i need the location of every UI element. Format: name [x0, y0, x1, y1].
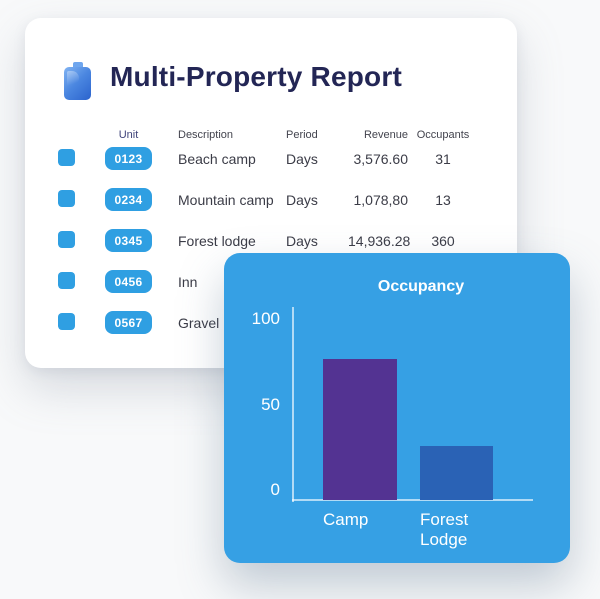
clipboard-icon — [64, 62, 91, 100]
occupancy-chart-card: Occupancy 0 50 100 Camp Forest Lodge — [224, 253, 570, 563]
column-header-period: Period — [286, 129, 318, 141]
table-row: + 0567 Gravel — [54, 302, 484, 343]
x-tick-label: Forest Lodge — [420, 510, 469, 549]
table-body: + 0123 Beach camp Days 3,576.60 31 + — [54, 138, 484, 343]
column-header-occupants: Occupants — [416, 129, 470, 141]
occupants-cell: 31 — [435, 150, 451, 167]
unit-badge[interactable]: 0123 — [105, 147, 152, 170]
column-header-description: Description — [178, 129, 234, 141]
report-header: Multi-Property Report — [64, 58, 402, 100]
add-row-button[interactable]: + — [54, 312, 75, 337]
unit-badge[interactable]: 0345 — [105, 229, 152, 252]
add-row-button[interactable]: + — [54, 148, 75, 173]
revenue-cell: 3,576.60 — [353, 150, 409, 167]
description-cell: Gravel — [178, 314, 220, 331]
add-row-button[interactable]: + — [54, 271, 75, 296]
table-header-row: Unit Description Period Revenue Occupant… — [58, 124, 484, 146]
table-row: + 0234 Mountain camp Days 1,078,80 13 — [54, 179, 484, 220]
description-cell: Forest lodge — [178, 232, 256, 249]
bar-camp — [323, 359, 397, 500]
y-axis-line — [292, 307, 294, 502]
plus-icon: + — [54, 322, 62, 338]
unit-badge[interactable]: 0456 — [105, 270, 152, 293]
description-cell: Mountain camp — [178, 191, 274, 208]
plus-icon: + — [54, 281, 62, 297]
y-tick-label: 0 — [270, 480, 280, 499]
table-row: + 0456 Inn — [54, 261, 484, 302]
bar-forest-lodge — [420, 446, 493, 500]
plus-icon: + — [54, 240, 62, 256]
occupants-cell: 13 — [435, 191, 451, 208]
plus-icon: + — [54, 158, 62, 174]
occupants-cell: 360 — [431, 232, 455, 249]
y-tick-label: 50 — [261, 394, 280, 414]
description-cell: Beach camp — [178, 150, 256, 167]
report-title: Multi-Property Report — [110, 60, 402, 92]
revenue-cell: 1,078,80 — [353, 191, 409, 208]
period-cell: Days — [286, 191, 318, 208]
period-cell: Days — [286, 150, 318, 167]
chart-title: Occupancy — [377, 278, 465, 295]
column-header-revenue: Revenue — [363, 129, 408, 141]
period-cell: Days — [286, 232, 318, 249]
x-axis-line — [292, 499, 533, 501]
description-cell: Inn — [178, 273, 198, 290]
y-tick-label: 100 — [251, 309, 280, 328]
plus-icon: + — [54, 199, 62, 215]
revenue-cell: 14,936.28 — [348, 232, 411, 249]
table-row: + 0345 Forest lodge Days 14,936.28 360 — [54, 220, 484, 261]
add-row-button[interactable]: + — [54, 189, 75, 214]
unit-badge[interactable]: 0567 — [105, 311, 152, 334]
add-row-button[interactable]: + — [54, 230, 75, 255]
column-header-unit: Unit — [118, 129, 139, 141]
table-row: + 0123 Beach camp Days 3,576.60 31 — [54, 138, 484, 179]
unit-badge[interactable]: 0234 — [105, 188, 152, 211]
x-tick-label: Camp — [323, 510, 369, 529]
